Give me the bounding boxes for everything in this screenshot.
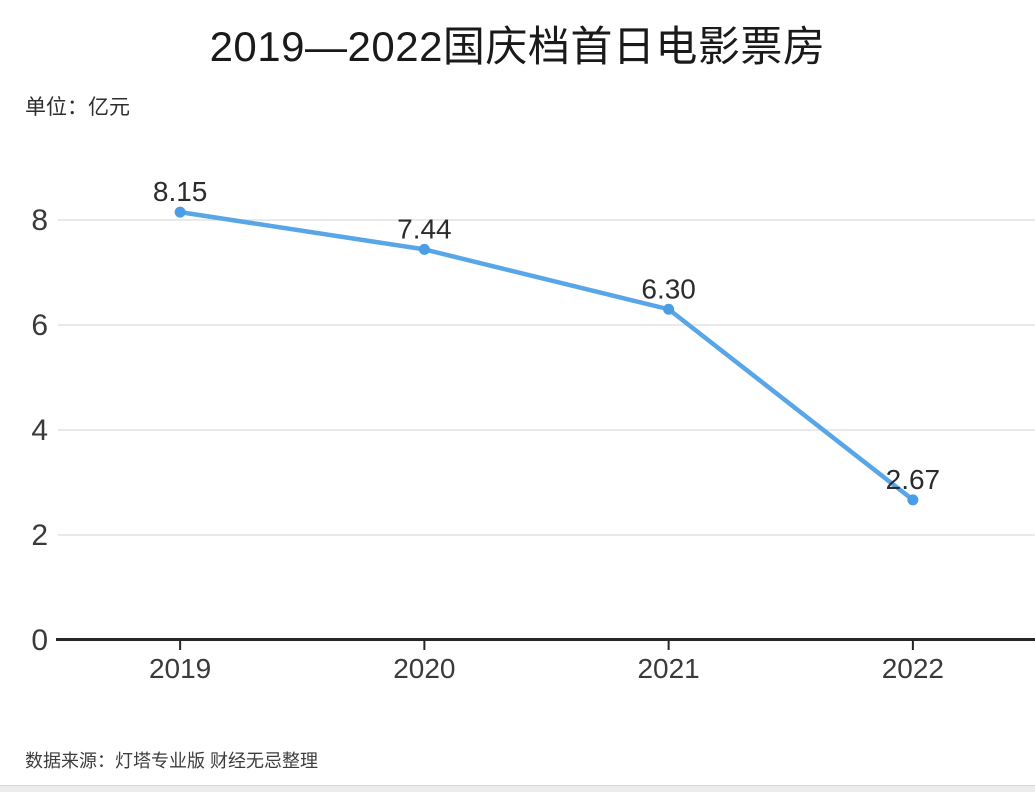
data-point xyxy=(907,494,919,506)
x-axis-tick-label: 2019 xyxy=(149,653,211,684)
x-axis-tick-label: 2020 xyxy=(393,653,455,684)
data-point-label: 6.30 xyxy=(641,273,696,304)
data-point-label: 7.44 xyxy=(397,213,452,244)
chart-title: 2019—2022国庆档首日电影票房 xyxy=(209,23,826,70)
x-axis-tick-label: 2021 xyxy=(637,653,699,684)
data-point-label: 8.15 xyxy=(153,176,208,207)
data-point xyxy=(663,303,675,315)
unit-label: 单位：亿元 xyxy=(25,96,130,119)
x-axis-tick-label: 2022 xyxy=(882,653,944,684)
y-axis-tick-label: 0 xyxy=(31,624,48,657)
data-point-label: 2.67 xyxy=(886,464,941,495)
line-chart: 0 2 4 6 8 2019 2020 2021 2022 8.15 7.44 6.30 2.67 xyxy=(0,130,1035,690)
data-point xyxy=(418,243,430,255)
y-axis-tick-label: 8 xyxy=(31,204,48,237)
y-axis-tick-label: 4 xyxy=(31,414,48,447)
source-note: 数据来源：灯塔专业版 财经无忌整理 xyxy=(25,751,318,771)
y-axis-tick-label: 6 xyxy=(31,309,48,342)
chart-canvas: 0 2 4 6 8 2019 2020 2021 2022 8.15 7.44 6.30 2.67 xyxy=(31,176,1035,684)
data-point xyxy=(174,206,186,218)
y-axis-tick-label: 2 xyxy=(31,519,48,552)
data-line xyxy=(177,209,916,503)
bottom-divider xyxy=(0,785,1035,792)
